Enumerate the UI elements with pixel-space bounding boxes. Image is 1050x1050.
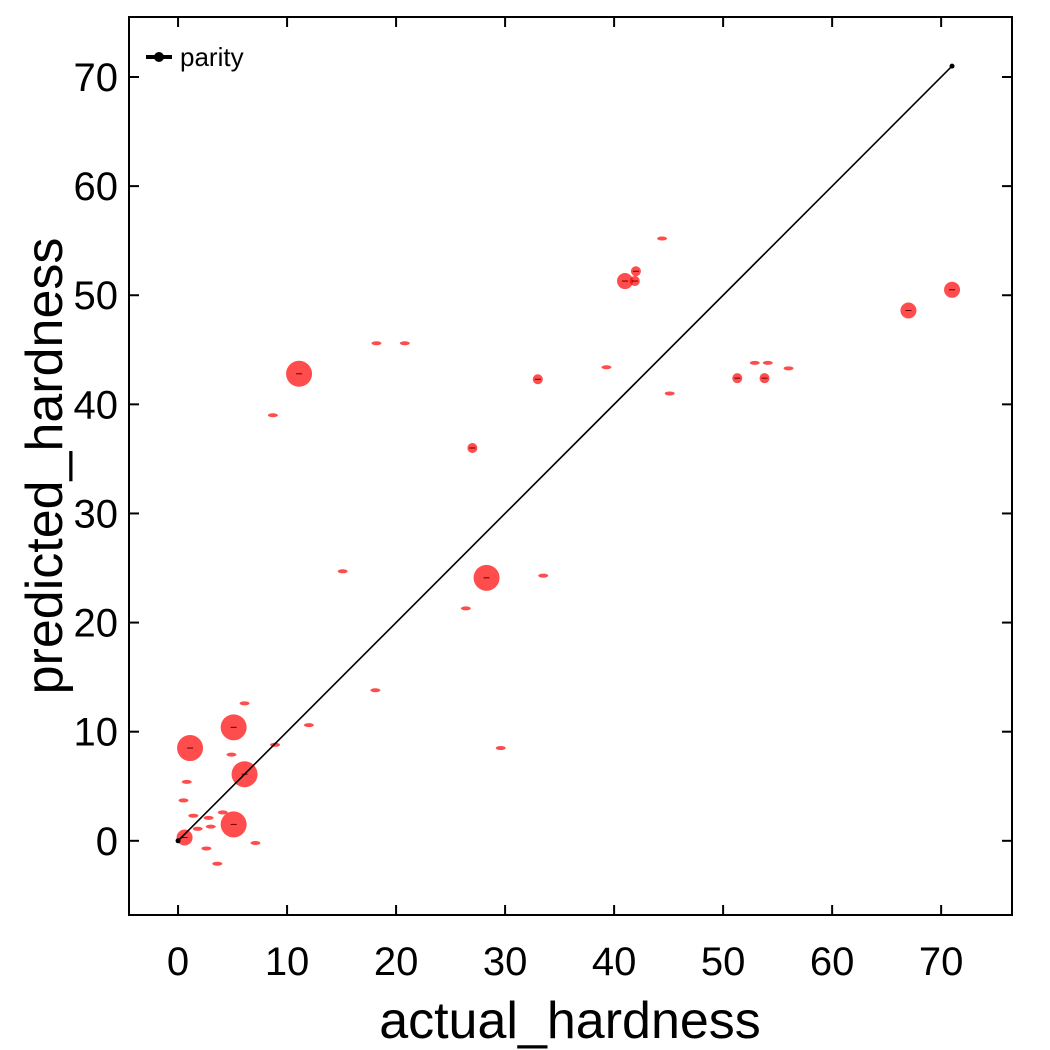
y-tick-label: 70: [74, 56, 119, 100]
scatter-point: [749, 360, 760, 365]
x-tick-label: 50: [701, 940, 746, 984]
scatter-point: [460, 606, 471, 611]
scatter-point: [217, 810, 228, 815]
scatter-point: [181, 779, 192, 784]
scatter-point: [337, 569, 348, 574]
y-tick-label: 0: [96, 820, 118, 864]
points-layer: [176, 236, 961, 866]
y-tick-label: 50: [74, 274, 119, 318]
y-tick-label: 60: [74, 165, 119, 209]
x-tick-label: 40: [592, 940, 637, 984]
scatter-point: [203, 815, 214, 820]
x-tick-label: 60: [810, 940, 855, 984]
x-tick-label: 20: [374, 940, 419, 984]
parity-endpoint: [949, 63, 955, 69]
scatter-point: [250, 840, 261, 845]
y-tick-label: 30: [74, 492, 119, 536]
parity-line: [177, 65, 953, 842]
scatter-point: [178, 798, 189, 803]
scatter-point: [201, 846, 212, 851]
legend-dot-marker: [154, 52, 164, 62]
scatter-point: [601, 365, 612, 370]
scatter-point: [762, 360, 773, 365]
legend-label-parity: parity: [180, 42, 244, 72]
y-tick-label: 20: [74, 602, 119, 646]
scatter-point: [495, 746, 506, 751]
scatter-point: [226, 752, 237, 757]
legend: parity: [146, 42, 244, 72]
scatter-point: [192, 826, 203, 831]
y-axis-title: predicted_hardness: [16, 238, 74, 695]
x-tick-label: 30: [483, 940, 528, 984]
parity-layer: [175, 63, 955, 844]
scatter-point: [657, 236, 668, 241]
x-tick-label: 0: [167, 940, 189, 984]
scatter-point: [212, 861, 223, 866]
y-tick-label: 10: [74, 711, 119, 755]
scatter-point: [188, 813, 199, 818]
x-tick-label: 70: [919, 940, 964, 984]
scatter-point: [664, 391, 675, 396]
scatter-point: [303, 723, 314, 728]
scatter-point: [783, 366, 794, 371]
y-tick-label: 40: [74, 383, 119, 427]
scatter-point: [399, 341, 410, 346]
ticks-layer: 0 10 20 30 40 50 60 70 0 10 20 30 40 50 60 70: [74, 17, 1012, 984]
x-axis-title: actual_hardness: [379, 992, 761, 1050]
plot-frame: [128, 16, 1013, 916]
x-tick-label: 10: [265, 940, 310, 984]
scatter-point: [205, 824, 216, 829]
parity-endpoint: [175, 838, 181, 844]
scatter-point: [370, 688, 381, 693]
scatter-point: [239, 701, 250, 706]
scatter-point: [267, 413, 278, 418]
scatter-point: [371, 341, 382, 346]
scatter-point: [538, 573, 549, 578]
